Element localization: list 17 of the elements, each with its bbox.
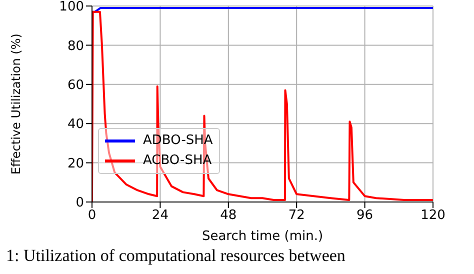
- y-tick-label: 100: [59, 0, 84, 15]
- x-axis-title: Search time (min.): [202, 229, 324, 244]
- y-tick-label: 60: [67, 78, 84, 94]
- legend-label: ACBO-SHA: [143, 152, 212, 170]
- x-tick-label: 96: [356, 208, 374, 224]
- text: 1: Utilization of computational resources between: [5, 246, 346, 266]
- x-tick-label: 0: [88, 208, 96, 224]
- x-tick-label: 48: [220, 208, 237, 224]
- y-axis-title: Effective Utilization (%): [9, 34, 23, 174]
- legend-label: ADBO-SHA: [143, 132, 213, 150]
- y-tick-label: 80: [67, 38, 84, 54]
- x-tick-label: 24: [152, 208, 168, 224]
- x-tick-label: 120: [420, 208, 446, 224]
- x-tick-label: 72: [288, 208, 305, 224]
- y-tick-label: 20: [67, 156, 84, 172]
- y-tick-label: 0: [76, 196, 84, 211]
- y-tick-label: 40: [67, 117, 84, 132]
